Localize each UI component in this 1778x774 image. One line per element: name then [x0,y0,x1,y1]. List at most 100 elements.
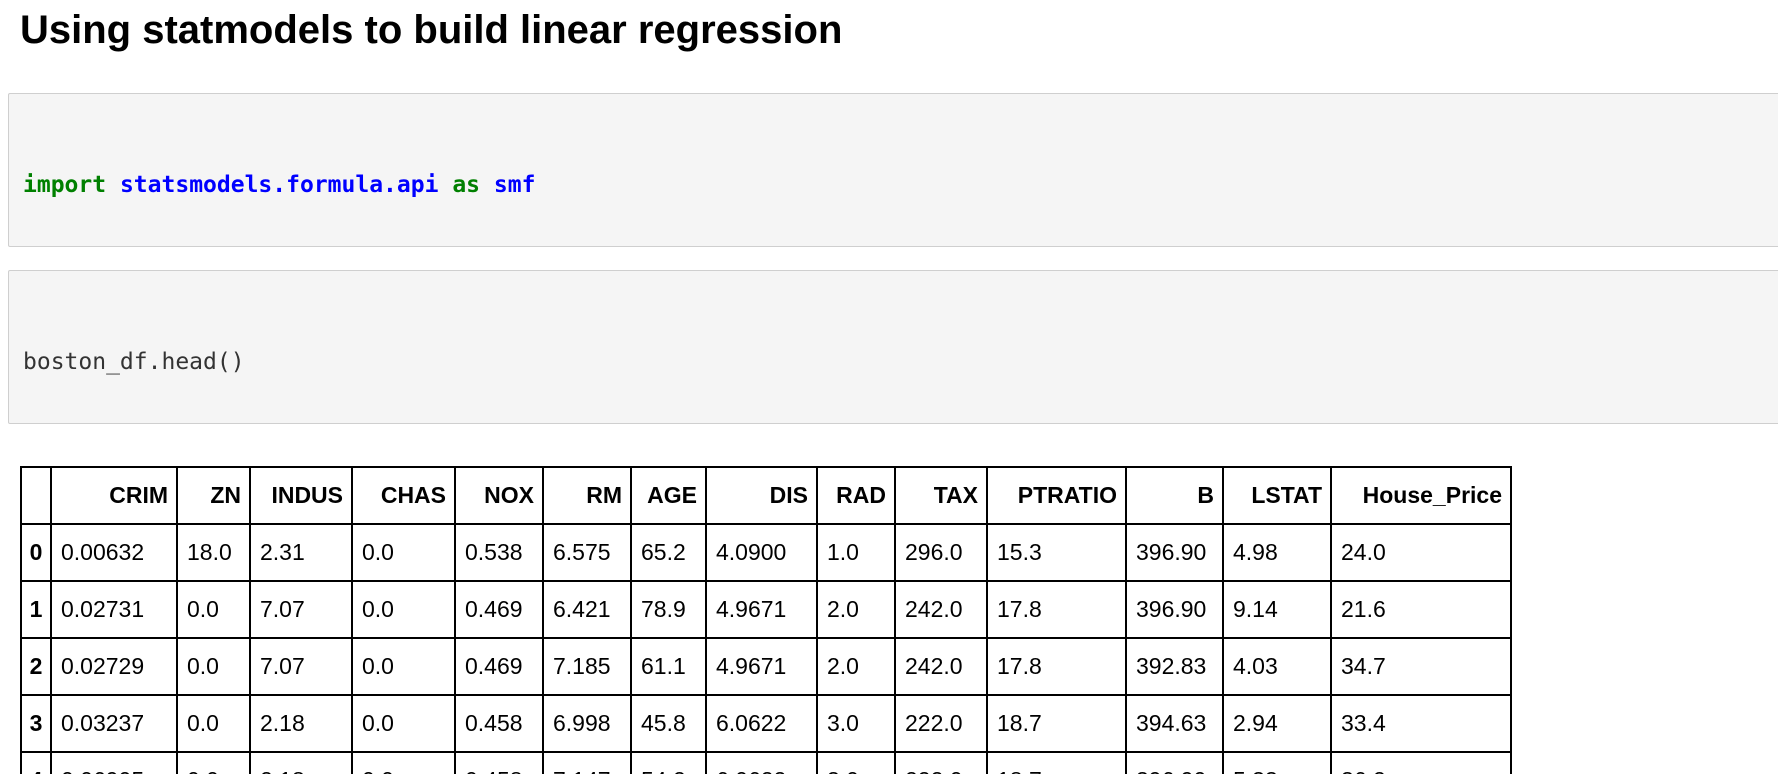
code-cell-import[interactable]: import statsmodels.formula.api as smf [8,93,1778,247]
code-token [480,172,494,198]
table-row: 40.069050.02.180.00.4587.14754.26.06223.… [20,751,1512,774]
table-cell: 1.0 [816,523,896,582]
table-cell: 2.0 [816,580,896,639]
table-cell: 61.1 [630,637,707,696]
table-cell: 2.94 [1222,694,1332,753]
table-cell: 2.18 [249,751,353,774]
table-cell: 15.3 [986,523,1127,582]
table-cell: 396.90 [1125,751,1224,774]
table-cell: 0.458 [454,751,544,774]
table-body: 0 0.00632 18.0 2.31 0.0 0.538 6.575 65.2 4.0900 1… [20,523,1512,774]
table-cell: 392.83 [1125,637,1224,696]
table-cell: 0.538 [454,523,544,582]
table-cell: 222.0 [894,751,988,774]
table-cell: 4.9671 [705,637,818,696]
table-cell: 2.31 [249,523,353,582]
code-line: import statsmodels.formula.api as smf [23,170,1769,200]
table-cell: 17.8 [986,637,1127,696]
table-cell: 0.02731 [50,580,178,639]
table-cell: 24.0 [1330,523,1512,582]
table-cell: 0.458 [454,694,544,753]
table-cell: 78.9 [630,580,707,639]
column-header: RM [542,466,632,525]
table-cell: 296.0 [894,523,988,582]
table-cell: 45.8 [630,694,707,753]
code-line: boston_df.head() [23,347,1769,377]
column-header: DIS [705,466,818,525]
table-cell: 4.9671 [705,580,818,639]
table-cell: 21.6 [1330,580,1512,639]
table-cell: 6.575 [542,523,632,582]
table-cell: 0.469 [454,637,544,696]
table-cell: 33.4 [1330,694,1512,753]
table-cell: 0.0 [351,751,456,774]
table-cell: 242.0 [894,580,988,639]
table-cell: 6.421 [542,580,632,639]
table-cell: 396.90 [1125,523,1224,582]
table-cell: 222.0 [894,694,988,753]
table-cell: 394.63 [1125,694,1224,753]
column-header: House_Price [1330,466,1512,525]
table-cell: 4.0900 [705,523,818,582]
table-cell: 6.998 [542,694,632,753]
boston-dataframe-table: CRIM ZN INDUS CHAS NOX RM AGE DIS RAD TAX PTRATIO B… [20,466,1512,774]
table-cell: 0.0 [176,751,251,774]
table-cell: 18.0 [176,523,251,582]
table-row: 0 0.00632 18.0 2.31 0.0 0.538 6.575 65.2 4.0900 1… [20,523,1512,582]
table-cell: 396.90 [1125,580,1224,639]
table-cell: 0.02729 [50,637,178,696]
column-header: CRIM [50,466,178,525]
table-cell: 7.07 [249,637,353,696]
code-token: statsmodels.formula.api [119,172,439,198]
table-cell: 65.2 [630,523,707,582]
table-cell: 54.2 [630,751,707,774]
row-index: 3 [20,694,52,753]
column-header: LSTAT [1222,466,1332,525]
column-header: NOX [454,466,544,525]
column-header [20,466,52,525]
column-header: INDUS [249,466,353,525]
row-index: 1 [20,580,52,639]
table-cell: 242.0 [894,637,988,696]
page-title: Using statmodels to build linear regress… [20,8,843,52]
table-row: 2 0.02729 0.0 7.07 0.0 0.469 7.185 61.1 4.9671 2.… [20,637,1512,696]
column-header: PTRATIO [986,466,1127,525]
table-cell: 0.0 [351,694,456,753]
table-header-row: CRIM ZN INDUS CHAS NOX RM AGE DIS RAD TAX PTRATIO B… [20,466,1512,525]
table-cell: 3.0 [816,694,896,753]
table-cell: 0.0 [351,580,456,639]
row-index: 4 [20,751,52,774]
table-cell: 3.0 [816,751,896,774]
table-cell: 7.185 [542,637,632,696]
table-cell: 6.0622 [705,751,818,774]
table-cell: 34.7 [1330,637,1512,696]
table-cell: 5.33 [1222,751,1332,774]
column-header: CHAS [351,466,456,525]
code-token: boston_df.head() [23,349,245,375]
table-cell: 2.0 [816,637,896,696]
code-token: smf [493,172,536,198]
code-cell-head[interactable]: boston_df.head() [8,270,1778,424]
code-token [438,172,452,198]
code-token [106,172,120,198]
code-token: as [452,172,481,198]
table-cell: 0.00632 [50,523,178,582]
table-cell: 0.0 [176,580,251,639]
column-header: TAX [894,466,988,525]
table-row: 1 0.02731 0.0 7.07 0.0 0.469 6.421 78.9 4.9671 2.… [20,580,1512,639]
table-cell: 0.0 [351,523,456,582]
table-cell: 7.147 [542,751,632,774]
column-header: B [1125,466,1224,525]
table-cell: 36.2 [1330,751,1512,774]
table-cell: 9.14 [1222,580,1332,639]
table-cell: 2.18 [249,694,353,753]
table-cell: 0.469 [454,580,544,639]
table-row: 3 0.03237 0.0 2.18 0.0 0.458 6.998 45.8 6.0622 3.… [20,694,1512,753]
column-header: ZN [176,466,251,525]
column-header: RAD [816,466,896,525]
row-index: 2 [20,637,52,696]
table-cell: 0.0 [176,637,251,696]
table-cell: 0.0 [351,637,456,696]
row-index: 0 [20,523,52,582]
table-cell: 0.0 [176,694,251,753]
